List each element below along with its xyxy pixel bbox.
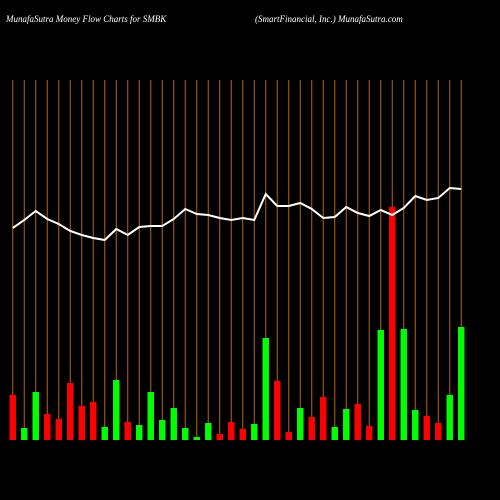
bar <box>113 380 120 440</box>
bar <box>90 402 97 440</box>
bar <box>182 428 189 440</box>
chart-title: MunafaSutra Money Flow Charts for SMBK <box>5 14 167 24</box>
bar <box>9 395 16 440</box>
bar <box>55 419 62 440</box>
bar <box>136 425 143 440</box>
bar <box>159 420 166 440</box>
bar <box>308 417 315 440</box>
bar <box>44 414 51 440</box>
bar <box>205 423 212 440</box>
bar <box>389 207 396 440</box>
bar <box>67 383 74 440</box>
bar <box>147 392 154 440</box>
bar <box>274 381 281 440</box>
bar <box>285 432 292 440</box>
bar <box>216 434 223 440</box>
bar <box>400 329 407 440</box>
bar <box>446 395 453 440</box>
bar <box>101 427 108 440</box>
bar <box>320 397 327 440</box>
line <box>12 186 462 242</box>
bar <box>193 437 200 440</box>
bar <box>435 423 442 440</box>
bar <box>262 338 269 440</box>
bar <box>343 409 350 440</box>
bar <box>331 427 338 440</box>
bar <box>412 410 419 440</box>
bar <box>297 408 304 440</box>
bar <box>32 392 39 440</box>
bar <box>239 429 246 440</box>
bar <box>78 406 85 440</box>
bar <box>21 428 28 440</box>
chart-subtitle: (SmartFinancial, Inc.) MunafaSutra.com <box>255 14 403 24</box>
bar <box>377 330 384 440</box>
bar <box>423 416 430 440</box>
bar <box>170 408 177 440</box>
bar <box>366 426 373 440</box>
bar <box>251 424 258 440</box>
bar <box>354 404 361 440</box>
bar <box>124 422 131 440</box>
bar <box>458 327 465 440</box>
bar <box>228 422 235 440</box>
